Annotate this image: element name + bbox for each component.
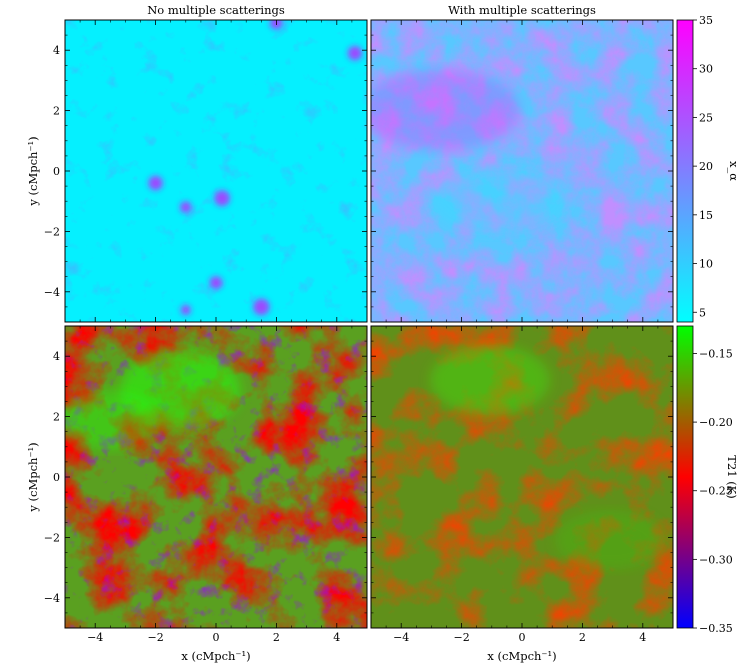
- panel-title-right: With multiple scatterings: [448, 3, 596, 17]
- x-tick-label: −2: [147, 631, 163, 644]
- colorbar-tick-label: −0.25: [699, 485, 733, 498]
- y-tick-label: 0: [53, 471, 60, 484]
- colorbar-t21: [676, 325, 694, 629]
- y-tick-label: 4: [53, 350, 60, 363]
- x-axis-label-right: x (cMpch⁻¹): [487, 649, 556, 663]
- colorbar-tick-label: 30: [699, 63, 713, 76]
- hotspot-2: [180, 201, 192, 214]
- heatmap-xalpha-with-ms: [371, 20, 673, 322]
- x-tick-label: 2: [579, 631, 586, 644]
- colorbar-xalpha-label: x_α: [727, 161, 741, 181]
- x-tick-label: 0: [519, 631, 526, 644]
- x-tick-label: −4: [393, 631, 409, 644]
- x-tick-label: −2: [453, 631, 469, 644]
- heatmap-t21-no-ms: [65, 326, 367, 628]
- y-tick-label: 2: [53, 105, 60, 118]
- colorbar-tick-label: −0.30: [699, 553, 733, 566]
- x-tick-label: −4: [87, 631, 103, 644]
- colorbar-tick-label: 35: [699, 14, 713, 27]
- colorbar-xalpha: [676, 19, 694, 323]
- heatmap-t21-with-ms: [371, 326, 673, 628]
- hotspot-1: [214, 190, 230, 207]
- x-tick-label: 4: [639, 631, 646, 644]
- y-tick-label: 0: [53, 165, 60, 178]
- colorbar-tick-label: 25: [699, 111, 713, 124]
- y-axis-label-top: y (cMpch⁻¹): [26, 136, 40, 206]
- colorbar-tick-label: 20: [699, 160, 713, 173]
- hotspot-4: [253, 298, 270, 316]
- hotspot-5: [347, 46, 363, 61]
- y-axis-label-bottom: y (cMpch⁻¹): [26, 442, 40, 512]
- colorbar-tick-label: 5: [699, 306, 706, 319]
- hotspot-7: [180, 304, 191, 316]
- y-tick-label: −2: [44, 531, 60, 544]
- y-tick-label: −2: [44, 225, 60, 238]
- hotspot-0: [148, 175, 163, 191]
- colorbar-t21-label: T21 (K): [725, 455, 739, 499]
- panel-title-left: No multiple scatterings: [147, 3, 285, 17]
- x-tick-label: 2: [273, 631, 280, 644]
- colorbar-tick-label: −0.20: [699, 416, 733, 429]
- colorbar-tick-label: 10: [699, 258, 713, 271]
- x-tick-label: 4: [333, 631, 340, 644]
- y-tick-label: 4: [53, 44, 60, 57]
- y-tick-label: −4: [44, 286, 60, 299]
- y-tick-label: −4: [44, 592, 60, 605]
- x-tick-label: 0: [213, 631, 220, 644]
- colorbar-tick-label: 15: [699, 209, 713, 222]
- hotspot-3: [209, 276, 223, 290]
- x-axis-label-left: x (cMpch⁻¹): [181, 649, 250, 663]
- colorbar-tick-label: −0.35: [699, 622, 733, 635]
- heatmap-xalpha-no-ms: [65, 20, 367, 322]
- colorbar-tick-label: −0.15: [699, 347, 733, 360]
- y-tick-label: 2: [53, 411, 60, 424]
